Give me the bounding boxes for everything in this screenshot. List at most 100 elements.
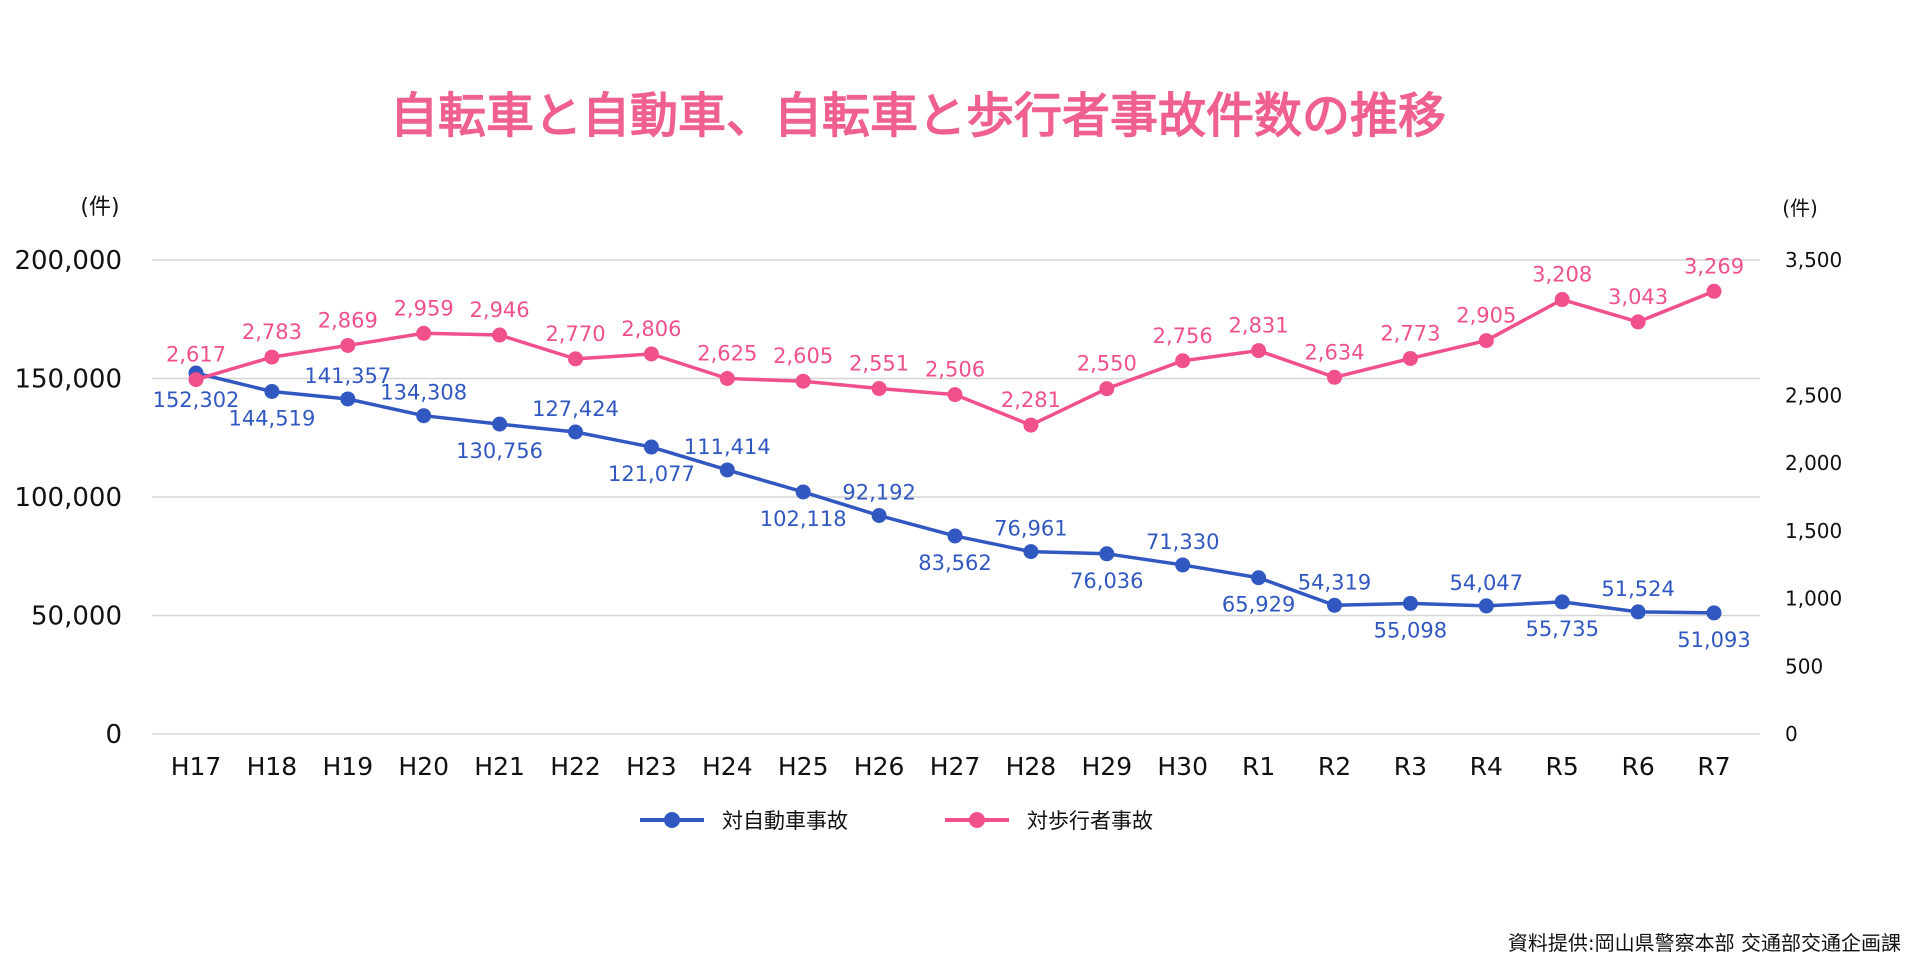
- legend-label: 対歩行者事故: [1027, 809, 1153, 833]
- right-tick-label: 2,000: [1785, 451, 1842, 475]
- x-tick-label: R1: [1242, 752, 1275, 781]
- data-point: [719, 462, 735, 478]
- data-label: 130,756: [456, 439, 543, 463]
- left-tick-label: 150,000: [14, 365, 122, 395]
- data-label: 2,783: [242, 320, 302, 344]
- data-point: [643, 439, 659, 455]
- right-tick-label: 3,500: [1785, 248, 1842, 272]
- data-point: [340, 391, 356, 407]
- data-label: 76,036: [1070, 569, 1143, 593]
- data-label: 102,118: [760, 507, 847, 531]
- data-point: [492, 416, 508, 432]
- data-point: [1706, 605, 1722, 621]
- x-tick-label: H27: [930, 752, 981, 781]
- data-point: [795, 484, 811, 500]
- x-tick-label: R7: [1697, 752, 1730, 781]
- data-point: [947, 387, 963, 403]
- data-label: 2,625: [697, 342, 757, 366]
- data-label: 92,192: [842, 481, 915, 505]
- data-label: 55,735: [1525, 617, 1598, 641]
- grid-lines: [152, 259, 1760, 735]
- data-point: [1251, 343, 1267, 359]
- data-point: [1251, 570, 1267, 586]
- data-point: [1023, 544, 1039, 560]
- data-point: [1327, 369, 1342, 385]
- left-axis-ticks: 0 50,000 100,000 150,000 200,000: [14, 246, 122, 750]
- data-label: 51,093: [1677, 628, 1750, 652]
- legend: 対自動車事故 対歩行者事故: [640, 809, 1153, 833]
- data-label: 2,551: [849, 352, 909, 376]
- data-point: [1175, 557, 1191, 573]
- data-point: [188, 372, 204, 388]
- series-2: 2,617 2,783 2,869 2,959 2,946 2,770 2,806 2,625…: [166, 254, 1744, 433]
- data-point: [719, 371, 735, 386]
- x-tick-label: H22: [550, 752, 601, 781]
- legend-label: 対自動車事故: [722, 809, 848, 833]
- data-point: [568, 351, 583, 367]
- data-label: 111,414: [684, 435, 771, 459]
- legend-marker: [664, 812, 680, 828]
- x-tick-label: R2: [1318, 752, 1351, 781]
- data-label: 2,831: [1229, 314, 1289, 338]
- data-point: [947, 528, 963, 544]
- data-label: 76,961: [994, 517, 1067, 541]
- data-label: 2,756: [1153, 324, 1213, 348]
- data-label: 2,281: [1001, 388, 1061, 412]
- x-tick-label: H26: [854, 752, 905, 781]
- data-label: 3,043: [1608, 285, 1668, 309]
- data-label: 2,770: [545, 322, 605, 346]
- left-tick-label: 0: [105, 720, 122, 750]
- data-point: [340, 337, 356, 353]
- x-tick-label: H21: [474, 752, 525, 781]
- x-axis-ticks: H17 H18 H19 H20 H21 H22 H23 H24 H25 H26 H27 H28 H29 H…: [171, 752, 1731, 781]
- right-tick-label: 0: [1785, 722, 1798, 746]
- x-tick-label: R3: [1394, 752, 1427, 781]
- data-point: [1175, 353, 1191, 369]
- data-point: [1630, 314, 1646, 330]
- data-label: 2,773: [1380, 321, 1440, 345]
- data-label: 2,946: [470, 298, 530, 322]
- data-point: [795, 373, 811, 389]
- left-tick-label: 100,000: [14, 483, 122, 513]
- data-label: 2,550: [1077, 352, 1137, 376]
- data-label: 71,330: [1146, 530, 1219, 554]
- x-tick-label: H30: [1157, 752, 1208, 781]
- x-tick-label: H18: [247, 752, 298, 781]
- data-point: [1099, 546, 1115, 562]
- legend-marker: [969, 812, 985, 828]
- x-tick-label: H28: [1006, 752, 1057, 781]
- data-point: [1327, 597, 1342, 613]
- data-point: [492, 327, 508, 343]
- data-point: [871, 508, 887, 524]
- right-axis-unit: (件): [1782, 196, 1818, 220]
- source-note: 資料提供:岡山県警察本部 交通部交通企画課: [1507, 931, 1901, 955]
- data-label: 2,506: [925, 358, 985, 382]
- right-tick-label: 500: [1785, 654, 1823, 678]
- data-label: 51,524: [1601, 577, 1674, 601]
- data-label: 55,098: [1374, 618, 1447, 642]
- left-tick-label: 50,000: [31, 602, 122, 632]
- left-axis-unit: (件): [80, 195, 119, 220]
- data-point: [1023, 417, 1039, 433]
- x-tick-label: R5: [1546, 752, 1579, 781]
- data-point: [416, 325, 432, 341]
- x-tick-label: H17: [171, 752, 222, 781]
- right-axis-ticks: 0 500 1,000 1,500 2,000 2,500 3,500: [1785, 248, 1842, 746]
- right-tick-label: 2,500: [1785, 383, 1842, 407]
- data-label: 2,806: [621, 317, 681, 341]
- data-label: 2,959: [394, 296, 454, 320]
- data-label: 134,308: [380, 381, 467, 405]
- data-label: 141,357: [304, 364, 391, 388]
- legend-item: 対歩行者事故: [945, 809, 1153, 833]
- data-point: [1630, 604, 1646, 620]
- data-point: [1402, 350, 1418, 366]
- chart-title: 自転車と自動車、自転車と歩行者事故件数の推移: [390, 88, 1446, 144]
- data-label: 152,302: [153, 388, 240, 412]
- data-label: 54,319: [1298, 570, 1371, 594]
- data-point: [264, 349, 280, 365]
- right-tick-label: 1,500: [1785, 519, 1842, 543]
- x-tick-label: H24: [702, 752, 753, 781]
